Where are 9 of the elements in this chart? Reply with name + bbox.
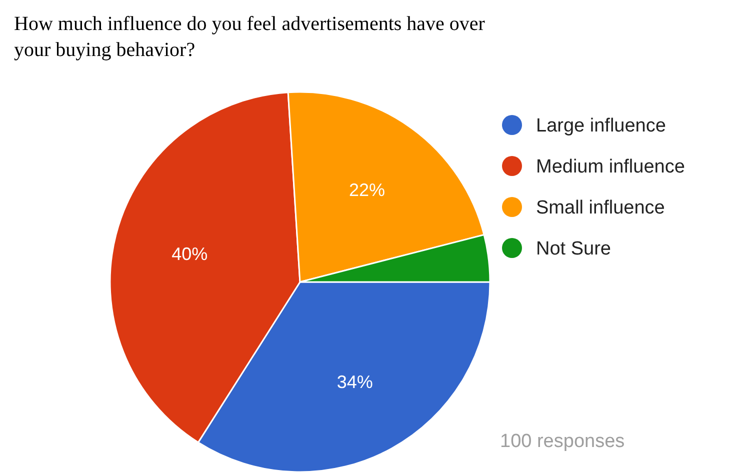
legend-label: Small influence — [536, 198, 665, 219]
legend-label: Large influence — [536, 116, 666, 137]
text: 100 responses — [500, 431, 625, 452]
chart-title: How much influence do you feel advertisements have over your buying behavior? — [14, 13, 486, 61]
legend-label: Medium influence — [536, 156, 685, 178]
data-label: 34% — [336, 372, 373, 392]
legend-label: Not Sure — [536, 238, 611, 260]
data-label: 40% — [172, 244, 208, 264]
data-label: 22% — [348, 180, 386, 200]
